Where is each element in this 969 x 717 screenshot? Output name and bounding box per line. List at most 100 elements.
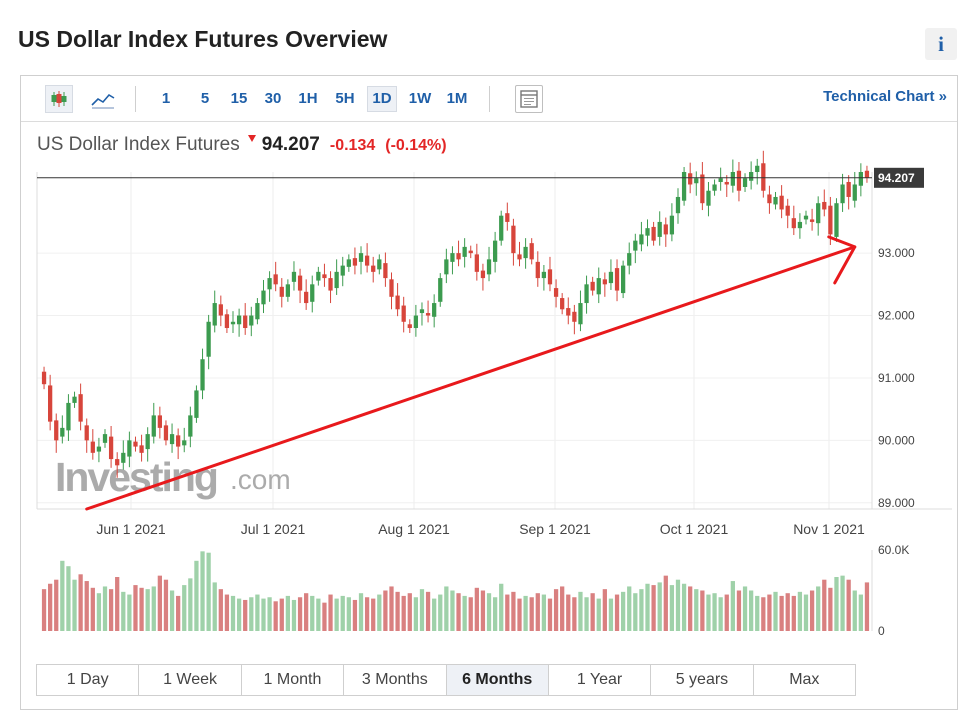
candle-body: [651, 226, 656, 241]
volume-bar: [767, 594, 772, 631]
candle-body: [675, 196, 681, 214]
volume-bar: [139, 587, 144, 631]
interval-button-15[interactable]: 15: [230, 90, 248, 107]
volume-bar: [700, 590, 705, 631]
candle-body: [139, 445, 144, 453]
candle-body: [279, 286, 284, 297]
volume-bar: [419, 589, 425, 631]
candle-body: [444, 259, 449, 275]
candle-body: [377, 259, 382, 270]
interval-button-5h[interactable]: 5H: [335, 90, 355, 107]
volume-bar: [809, 590, 815, 631]
candle-body: [340, 265, 345, 276]
volume-bar: [822, 579, 827, 631]
volume-bar: [163, 579, 169, 631]
price-tick-label: 90.000: [878, 433, 915, 447]
candle-body: [834, 203, 839, 237]
volume-bar: [108, 589, 114, 631]
candle-body: [401, 305, 406, 322]
candle-body: [474, 254, 479, 272]
candle-body: [273, 274, 278, 285]
candle-body: [462, 246, 467, 257]
candle-body: [681, 172, 687, 201]
interval-button-1h[interactable]: 1H: [298, 90, 318, 107]
candle-body: [371, 265, 376, 272]
date-tick-label: Aug 1 2021: [378, 521, 450, 537]
chart-settings-icon[interactable]: [515, 85, 543, 113]
volume-bar: [633, 593, 638, 631]
volume-bar: [663, 575, 668, 631]
candle-body: [486, 259, 492, 275]
candle-body: [505, 213, 510, 222]
volume-bar: [590, 593, 595, 631]
line-chart-icon[interactable]: [89, 85, 117, 113]
volume-bar: [742, 586, 748, 631]
candle-body: [492, 240, 498, 262]
candle-body: [560, 298, 565, 310]
timeframe-3-months[interactable]: 3 Months: [344, 665, 447, 695]
volume-bar: [627, 586, 632, 631]
volume-bar: [395, 591, 400, 631]
candle-body: [852, 184, 857, 201]
volume-bar: [852, 590, 857, 631]
interval-button-1[interactable]: 1: [161, 90, 171, 107]
candle-body: [236, 315, 242, 325]
price-tick-label: 91.000: [878, 371, 915, 385]
volume-bar: [468, 597, 473, 631]
volume-bar: [602, 589, 607, 631]
candle-body: [127, 440, 132, 457]
volume-bar: [578, 591, 583, 631]
candle-body: [206, 321, 211, 357]
volume-bar: [383, 590, 388, 631]
candle-body: [60, 427, 65, 437]
interval-button-5[interactable]: 5: [200, 90, 210, 107]
candle-body: [706, 190, 711, 206]
candle-body: [523, 246, 528, 259]
timeframe-max[interactable]: Max: [789, 671, 820, 688]
volume-bar: [407, 593, 412, 631]
info-icon[interactable]: i: [925, 28, 957, 60]
candle-body: [230, 321, 236, 325]
technical-chart-link[interactable]: Technical Chart »: [823, 88, 947, 105]
candle-body: [499, 215, 504, 241]
timeframe-6-months[interactable]: 6 Months: [446, 665, 549, 695]
volume-bar: [553, 589, 559, 631]
volume-bar: [60, 560, 65, 631]
candle-body: [157, 415, 162, 428]
volume-bar: [669, 585, 675, 631]
volume-bar: [596, 598, 601, 631]
candle-body: [41, 371, 47, 385]
interval-button-30[interactable]: 30: [264, 90, 282, 107]
volume-bar: [432, 598, 437, 631]
volume-bar: [755, 595, 760, 631]
volume-bar: [858, 594, 863, 631]
timeframe-1-day[interactable]: 1 Day: [37, 665, 140, 695]
candle-body: [688, 173, 693, 185]
volume-bar: [688, 586, 693, 631]
toolbar-divider: [135, 86, 136, 112]
candlestick-chart-icon[interactable]: [45, 85, 73, 113]
timeframe-1-year[interactable]: 1 Year: [549, 665, 652, 695]
volume-bar: [401, 595, 406, 631]
price-chart[interactable]: 89.00090.00091.00092.00093.000Investing.…: [21, 76, 957, 661]
volume-bar: [371, 598, 376, 631]
timeframe-1-month[interactable]: 1 Month: [242, 665, 345, 695]
interval-button-1m[interactable]: 1M: [446, 90, 468, 107]
volume-bar: [639, 589, 644, 631]
volume-bar: [816, 586, 821, 631]
volume-bar: [785, 593, 790, 631]
volume-bar: [236, 598, 242, 631]
volume-bar: [761, 597, 766, 631]
candle-body: [803, 215, 809, 220]
volume-bar: [230, 595, 236, 631]
date-tick-label: Oct 1 2021: [660, 521, 729, 537]
volume-bar: [718, 597, 723, 631]
interval-button-1w[interactable]: 1W: [408, 90, 432, 107]
volume-bar: [620, 591, 626, 631]
candle-body: [169, 434, 175, 445]
interval-button-1d[interactable]: 1D: [367, 86, 397, 112]
timeframe-1-week[interactable]: 1 Week: [139, 665, 242, 695]
volume-bar: [48, 583, 53, 631]
candle-body: [791, 218, 796, 229]
timeframe-5-years[interactable]: 5 years: [651, 665, 754, 695]
